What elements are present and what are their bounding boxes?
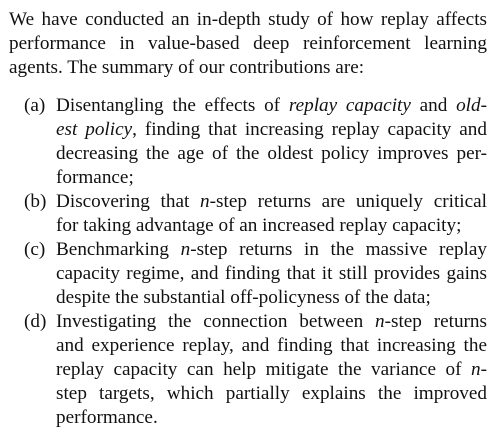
item-line: and experience replay, and finding that … [56, 335, 487, 356]
math-n: n [471, 359, 481, 380]
item-line: Disentangling the effects of replay capa… [56, 95, 487, 116]
item-line: Benchmarking n-step returns in the massi… [56, 239, 488, 260]
item-label: (d) [24, 311, 47, 332]
item-line: replay capacity can help mitigate the va… [56, 359, 487, 380]
item-line: est policy, finding that increasing repl… [56, 119, 487, 140]
intro-line: performance in value-based deep reinforc… [9, 33, 487, 54]
item-line: Investigating the connection between n-s… [56, 311, 487, 332]
italic-term: old- [456, 95, 487, 116]
item-line: step targets, which partially explains t… [56, 383, 487, 404]
math-n: n [180, 239, 191, 260]
math-n: n [200, 191, 210, 212]
item-line: for taking advantage of an increased rep… [56, 215, 462, 236]
item-line: formance; [56, 167, 134, 188]
italic-term: replay capacity [288, 95, 411, 116]
intro-line: We have conducted an in-depth study of h… [9, 9, 487, 30]
math-n: n [375, 311, 385, 332]
item-line: capacity regime, and finding that it sti… [56, 263, 487, 284]
item-line: despite the substantial off-policyness o… [56, 287, 431, 308]
item-line: decreasing the age of the oldest policy … [56, 143, 487, 164]
item-label: (a) [24, 95, 46, 116]
italic-term: est policy [56, 119, 133, 140]
item-label: (c) [24, 239, 46, 260]
item-line: performance. [56, 407, 158, 428]
intro-line: agents. The summary of our contributions… [9, 57, 365, 78]
item-line: Discovering that n-step returns are uniq… [56, 191, 487, 212]
item-label: (b) [24, 191, 47, 212]
